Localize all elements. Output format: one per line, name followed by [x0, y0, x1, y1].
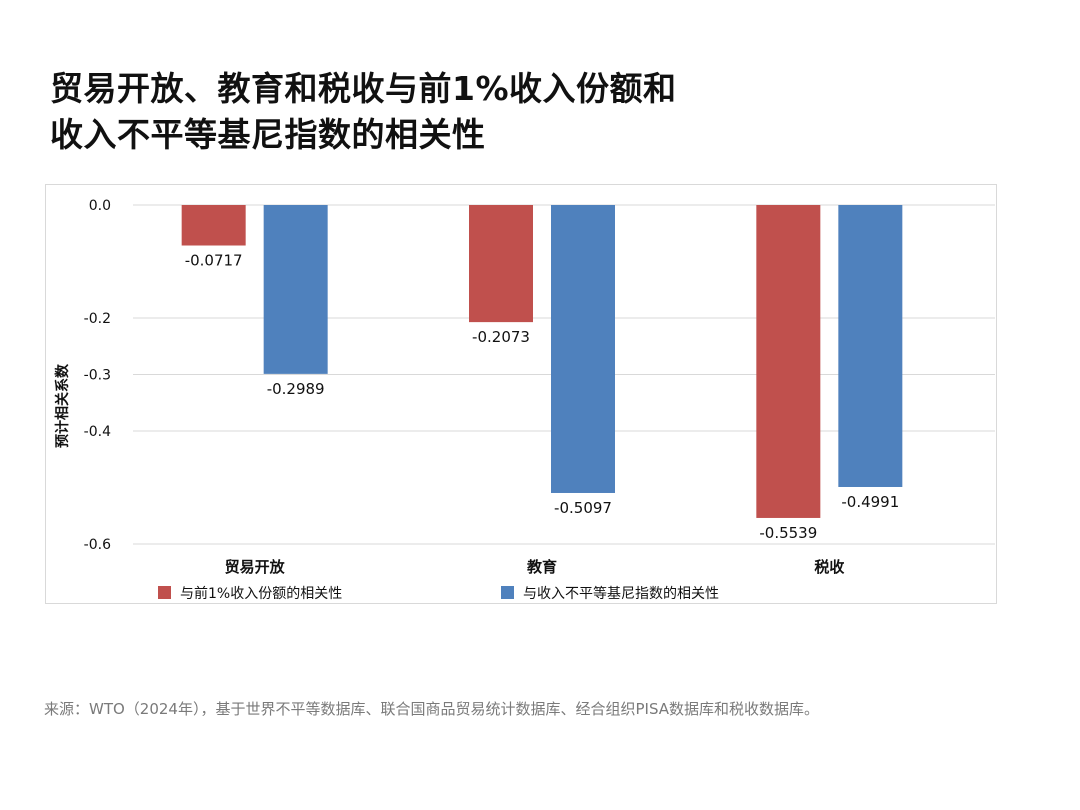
x-category-label: 教育 — [526, 558, 557, 576]
legend-label: 与收入不平等基尼指数的相关性 — [523, 585, 719, 602]
bar-gini-1 — [551, 205, 615, 493]
data-label: -0.4991 — [841, 493, 899, 511]
y-tick-label: 0.0 — [89, 198, 111, 214]
legend-swatch — [501, 586, 514, 599]
data-label: -0.5097 — [554, 499, 612, 517]
bar-gini-2 — [838, 205, 903, 487]
x-category-label: 贸易开放 — [225, 558, 286, 576]
y-axis-label: 预计相关系数 — [54, 363, 71, 448]
legend-swatch — [158, 586, 171, 599]
chart-title-line-2: 收入不平等基尼指数的相关性 — [50, 115, 486, 154]
x-category-label: 税收 — [814, 558, 844, 576]
source-note: 来源：WTO（2024年），基于世界不平等数据库、联合国商品贸易统计数据库、经合… — [44, 700, 820, 718]
bar-top1-share-1 — [469, 205, 533, 323]
chart-title-line-1: 贸易开放、教育和税收与前1%收入份额和 — [50, 69, 677, 108]
y-tick-label: -0.2 — [84, 311, 111, 327]
chart-frame — [45, 184, 997, 604]
y-tick-label: -0.4 — [84, 424, 111, 440]
data-label: -0.5539 — [759, 524, 817, 542]
bar-gini-0 — [263, 205, 328, 374]
legend: 与前1%收入份额的相关性 与收入不平等基尼指数的相关性 — [158, 585, 719, 602]
bar-chart: 0.0 -0.2 -0.3 -0.4 -0.6 -0.0717 -0.2989 -0.207… — [54, 198, 995, 602]
bars — [181, 205, 903, 518]
y-tick-label: -0.3 — [84, 368, 111, 384]
x-axis-categories: 贸易开放 教育 税收 — [225, 558, 845, 576]
y-tick-label: -0.6 — [84, 537, 111, 553]
legend-label: 与前1%收入份额的相关性 — [180, 585, 342, 602]
y-axis-ticks: 0.0 -0.2 -0.3 -0.4 -0.6 — [84, 198, 111, 553]
data-label: -0.0717 — [185, 252, 243, 270]
data-label: -0.2989 — [267, 380, 325, 398]
data-label: -0.2073 — [472, 328, 530, 346]
bar-top1-share-2 — [756, 205, 821, 518]
data-labels: -0.0717 -0.2989 -0.2073 -0.5097 -0.5539 -0.49… — [185, 252, 900, 542]
bar-top1-share-0 — [181, 205, 246, 246]
chart-title: 贸易开放、教育和税收与前1%收入份额和 收入不平等基尼指数的相关性 — [50, 66, 677, 158]
